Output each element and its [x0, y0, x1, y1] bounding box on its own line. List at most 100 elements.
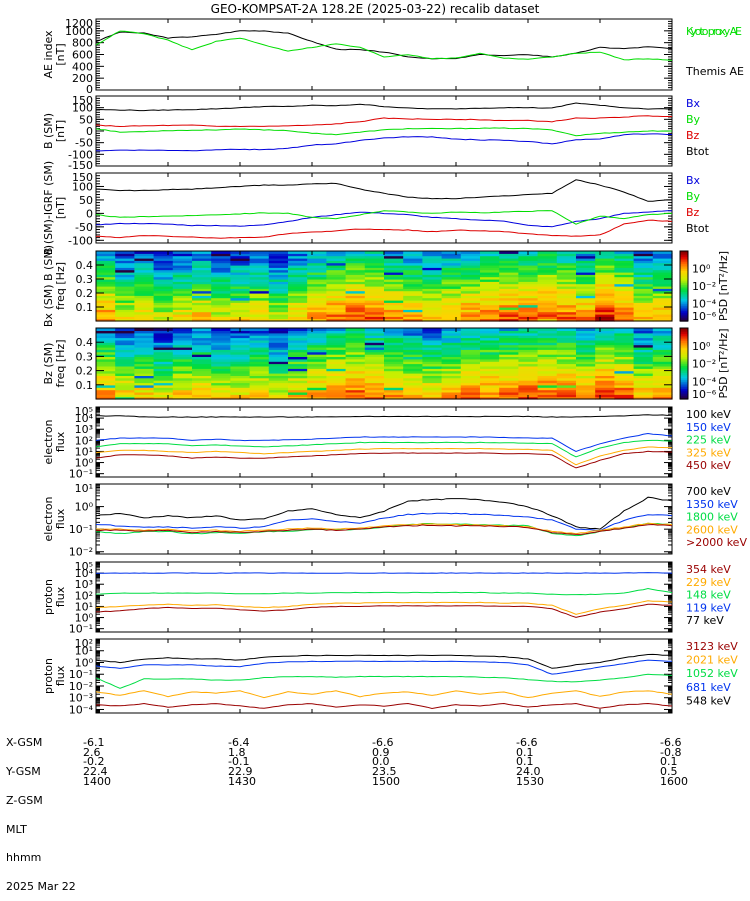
heatmap-cell — [288, 382, 308, 386]
heatmap-cell — [633, 265, 654, 268]
heatmap-cell — [499, 272, 519, 275]
y-tick-label: 10⁰ — [75, 656, 94, 669]
heatmap-cell — [153, 335, 174, 339]
heatmap-cell — [364, 269, 385, 273]
heatmap-cell — [614, 373, 635, 376]
heatmap-cell — [172, 365, 193, 369]
y-tick-label: -100 — [68, 148, 93, 161]
heatmap-cell — [480, 283, 500, 287]
heatmap-cell — [576, 307, 596, 310]
heatmap-cell — [556, 380, 577, 384]
y-tick-label: 10² — [75, 637, 93, 650]
heatmap-cell — [326, 332, 347, 336]
series-line-700-kev — [95, 496, 673, 530]
heatmap-cell — [192, 269, 212, 273]
heatmap-cell — [345, 370, 366, 374]
heatmap-cell — [307, 391, 327, 395]
heatmap-cell — [211, 396, 231, 400]
heatmap-cell — [384, 272, 404, 275]
heatmap-cell — [537, 255, 558, 259]
heatmap-cell — [288, 337, 308, 341]
heatmap-cell — [652, 267, 673, 271]
heatmap-cell — [422, 258, 443, 261]
heatmap-cell — [96, 354, 116, 357]
heatmap-cell — [172, 328, 193, 331]
heatmap-cell — [384, 293, 404, 296]
series-line-1052-kev — [95, 673, 673, 689]
colorbar-segment — [680, 270, 688, 273]
heatmap-cell — [441, 332, 462, 336]
heatmap-cell — [230, 274, 251, 278]
heatmap-cell — [422, 342, 443, 346]
heatmap-cell — [153, 354, 174, 357]
heatmap-cell — [499, 373, 519, 376]
heatmap-cell — [307, 293, 327, 296]
heatmap-cell — [633, 288, 654, 292]
heatmap-cell — [230, 373, 251, 376]
heatmap-cell — [345, 307, 366, 310]
heatmap-cell — [633, 337, 654, 341]
heatmap-cell — [614, 344, 635, 348]
heatmap-cell — [576, 370, 596, 374]
heatmap-cell — [115, 365, 135, 369]
heatmap-cell — [499, 396, 519, 400]
heatmap-cell — [633, 276, 654, 280]
heatmap-cell — [230, 290, 251, 294]
heatmap-cell — [172, 389, 193, 393]
colorbar-segment — [680, 391, 688, 395]
heatmap-cell — [249, 307, 270, 310]
heatmap-cell — [96, 391, 116, 395]
heatmap-cell — [249, 274, 270, 278]
heatmap-cell — [595, 358, 615, 362]
footer-labels: X-GSM Y-GSM Z-GSM MLT hhmm 2025 Mar 22 — [6, 719, 76, 901]
heatmap-cell — [480, 354, 500, 357]
heatmap-cell — [422, 349, 443, 353]
heatmap-cell — [595, 258, 615, 261]
colorbar-segment — [680, 298, 688, 301]
heatmap-cell — [307, 272, 327, 275]
heatmap-cell — [652, 365, 673, 369]
heatmap-cell — [614, 363, 635, 367]
heatmap-cell — [230, 337, 251, 341]
heatmap-cell — [230, 335, 251, 339]
heatmap-cell — [595, 295, 615, 299]
heatmap-cell — [633, 382, 654, 386]
heatmap-cell — [614, 346, 635, 350]
heatmap-cell — [518, 288, 539, 292]
heatmap-cell — [652, 262, 673, 266]
heatmap-cell — [633, 258, 654, 261]
heatmap-cell — [96, 283, 116, 287]
heatmap-cell — [652, 253, 673, 257]
series-line-1350-kev — [95, 512, 673, 532]
heatmap-cell — [211, 356, 231, 360]
heatmap-cell — [441, 251, 462, 254]
heatmap-cell — [614, 391, 635, 395]
heatmap-cell — [268, 335, 289, 339]
heatmap-cell — [172, 293, 193, 296]
heatmap-cell — [633, 314, 654, 317]
y-axis-label: freq [Hz] — [54, 339, 67, 387]
heatmap-cell — [614, 365, 635, 369]
legend-entry: 150 keV — [686, 421, 731, 434]
heatmap-cell — [422, 304, 443, 308]
heatmap-cell — [307, 255, 327, 259]
heatmap-cell — [249, 262, 270, 266]
heatmap-cell — [230, 314, 251, 317]
heatmap-cell — [576, 255, 596, 259]
heatmap-cell — [614, 396, 635, 400]
series-line-bz — [95, 115, 672, 128]
heatmap-cell — [595, 370, 615, 374]
heatmap-cell — [556, 344, 577, 348]
footer-col-4: -6.6 -0.8 0.1 0.5 1600 — [660, 736, 688, 788]
colorbar-label: PSD [nT²/Hz] — [717, 328, 730, 398]
heatmap-cell — [480, 309, 500, 313]
heatmap-cell — [480, 394, 500, 398]
y-tick-label: 10¹ — [75, 482, 93, 495]
heatmap-cell — [441, 255, 462, 259]
heatmap-cell — [326, 351, 347, 355]
heatmap-cell — [556, 377, 577, 381]
heatmap-cell — [537, 339, 558, 343]
heatmap-cell — [326, 339, 347, 343]
heatmap-cell — [326, 337, 347, 341]
heatmap-cell — [345, 293, 366, 296]
